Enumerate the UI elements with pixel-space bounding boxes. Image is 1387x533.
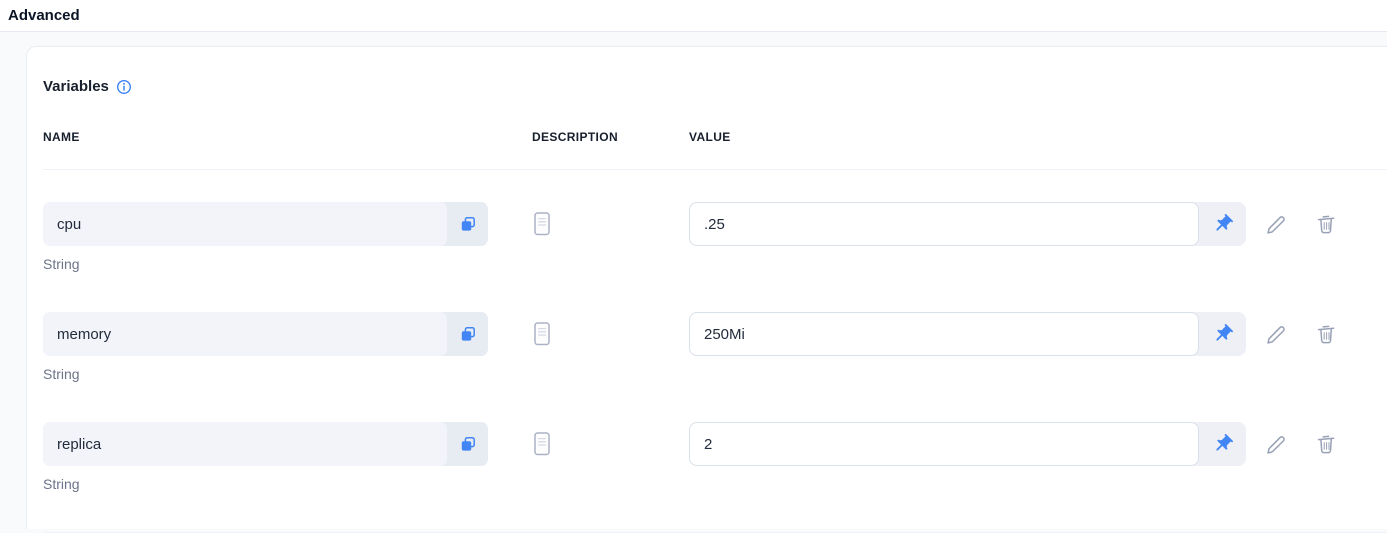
name-input-group — [43, 422, 488, 466]
variable-row-cpu: String — [43, 202, 1387, 273]
trash-icon — [1317, 435, 1335, 454]
copy-icon — [461, 327, 475, 341]
name-input-group — [43, 312, 488, 356]
pushpin-icon — [1215, 434, 1233, 451]
column-header-name: NAME — [43, 130, 80, 144]
delete-button[interactable] — [1314, 212, 1338, 236]
advanced-section-header: Advanced — [0, 0, 1387, 32]
variables-title: Variables — [43, 78, 109, 95]
copy-button[interactable] — [447, 422, 488, 466]
variable-row-replica: String — [43, 422, 1387, 493]
variable-type-label: String — [43, 366, 80, 382]
document-icon — [534, 322, 550, 346]
value-input[interactable] — [689, 312, 1199, 356]
value-input-group — [689, 422, 1246, 466]
document-icon — [534, 212, 550, 236]
column-header-value: VALUE — [689, 130, 731, 144]
page-title: Advanced — [8, 7, 80, 24]
description-button[interactable] — [532, 321, 552, 347]
copy-icon — [461, 437, 475, 451]
name-input[interactable] — [43, 312, 447, 356]
value-input[interactable] — [689, 422, 1199, 466]
trash-icon — [1317, 325, 1335, 344]
copy-icon — [461, 217, 475, 231]
variable-row-memory: String — [43, 312, 1387, 383]
name-input[interactable] — [43, 422, 447, 466]
pin-button[interactable] — [1199, 422, 1246, 466]
edit-button[interactable] — [1264, 213, 1287, 236]
pin-button[interactable] — [1199, 312, 1246, 356]
pushpin-icon — [1215, 214, 1233, 231]
pushpin-icon — [1215, 324, 1233, 341]
variable-type-label: String — [43, 476, 80, 492]
edit-button[interactable] — [1264, 323, 1287, 346]
edit-button[interactable] — [1264, 433, 1287, 456]
copy-button[interactable] — [447, 202, 488, 246]
name-input-group — [43, 202, 488, 246]
document-icon — [534, 432, 550, 456]
value-input[interactable] — [689, 202, 1199, 246]
pin-button[interactable] — [1199, 202, 1246, 246]
delete-button[interactable] — [1314, 432, 1338, 456]
variables-card: Variables NAME DESCRIPTION VALUE — [26, 46, 1387, 533]
delete-button[interactable] — [1314, 322, 1338, 346]
pencil-icon — [1267, 215, 1285, 234]
table-header-row: NAME DESCRIPTION VALUE — [43, 130, 1387, 144]
description-button[interactable] — [532, 211, 552, 237]
name-input[interactable] — [43, 202, 447, 246]
trash-icon — [1317, 215, 1335, 234]
header-divider — [43, 169, 1387, 170]
copy-button[interactable] — [447, 312, 488, 356]
description-button[interactable] — [532, 431, 552, 457]
value-input-group — [689, 312, 1246, 356]
variable-type-label: String — [43, 256, 80, 272]
info-icon[interactable] — [116, 79, 132, 95]
pencil-icon — [1267, 435, 1285, 454]
pencil-icon — [1267, 325, 1285, 344]
column-header-description: DESCRIPTION — [532, 130, 618, 144]
value-input-group — [689, 202, 1246, 246]
